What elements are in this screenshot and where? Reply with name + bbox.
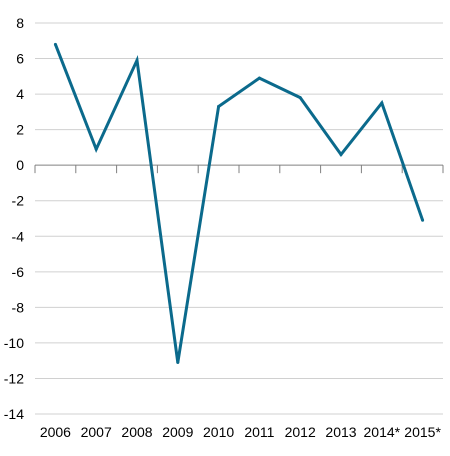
data-point: [217, 105, 221, 109]
gridlines: [35, 22, 443, 415]
y-tick-label: 4: [16, 86, 24, 102]
data-point: [53, 42, 57, 46]
x-tick-label: 2012: [285, 424, 316, 440]
data-point: [298, 96, 302, 100]
x-axis: 2006 2007 2008 2009 2010 2011 2012 2013 2014* 201…: [34, 164, 444, 440]
y-tick-label: 8: [16, 15, 24, 31]
data-point: [339, 153, 343, 157]
data-point: [257, 76, 261, 80]
y-tick-label: -6: [12, 264, 25, 280]
series-layer: [53, 42, 425, 364]
x-tick-label: 2014*: [364, 424, 401, 440]
x-tick-label: 2008: [121, 424, 152, 440]
data-point: [135, 58, 139, 62]
x-tick-label: 2010: [203, 424, 234, 440]
y-axis: 8 6 4 2 0 -2 -4 -6 -8 -10 -12 -14: [4, 15, 24, 422]
data-point: [94, 147, 98, 151]
y-tick-label: -10: [4, 335, 24, 351]
y-tick-label: -2: [12, 193, 25, 209]
y-tick-label: -8: [12, 299, 25, 315]
x-tick-label: 2007: [81, 424, 112, 440]
y-tick-label: 2: [16, 122, 24, 138]
y-tick-label: -4: [12, 228, 25, 244]
x-tick-label: 2006: [40, 424, 71, 440]
x-tick-label: 2009: [162, 424, 193, 440]
y-tick-label: 6: [16, 51, 24, 67]
y-tick-label: 0: [16, 157, 24, 173]
x-tick-label: 2011: [244, 424, 274, 440]
y-tick-label: -12: [4, 370, 24, 386]
data-point: [380, 101, 384, 105]
data-point: [421, 218, 425, 222]
data-point: [176, 360, 180, 364]
series-line: [54, 43, 425, 363]
x-tick-label: 2015*: [404, 424, 441, 440]
y-tick-label: -14: [4, 406, 24, 422]
x-tick-label: 2013: [325, 424, 356, 440]
